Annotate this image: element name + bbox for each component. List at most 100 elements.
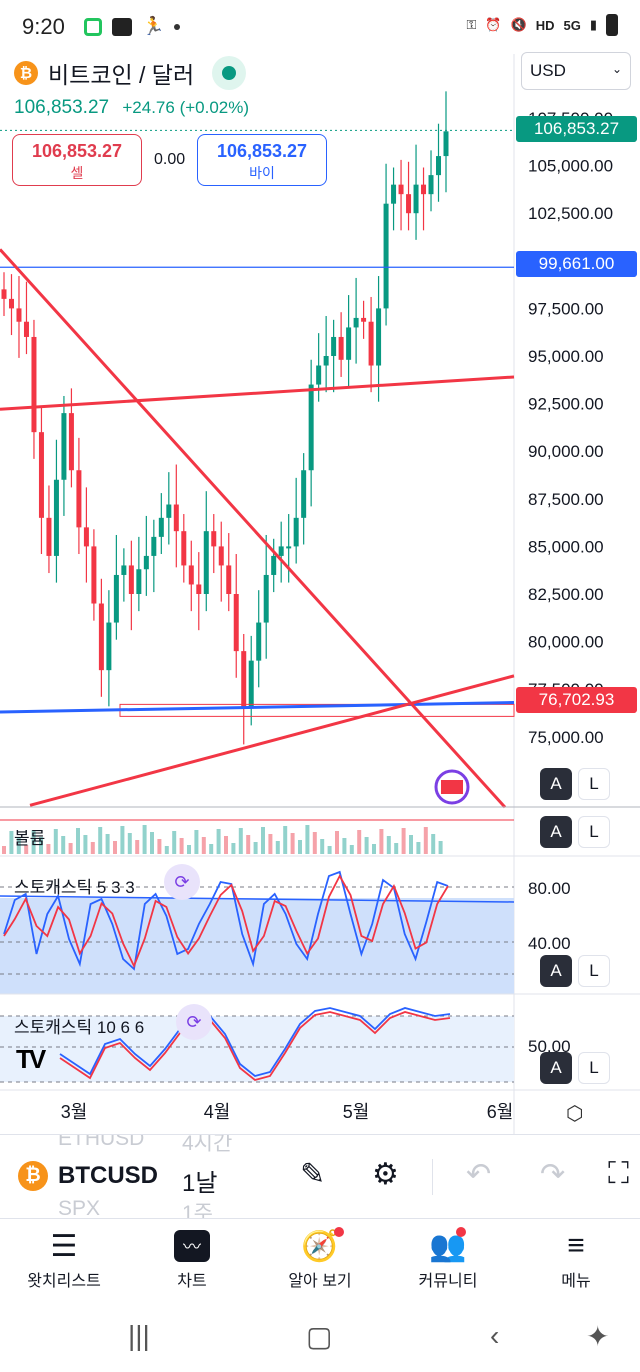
- nav-community-label: 커뮤니티: [418, 1273, 478, 1290]
- candle-body: [376, 308, 382, 366]
- candle-body: [166, 504, 172, 518]
- stochastic-2-label[interactable]: 스토캐스틱 10 6 6: [14, 1018, 145, 1037]
- auto-scale-button[interactable]: A: [540, 1052, 572, 1084]
- candle-body: [211, 531, 217, 547]
- currency-select[interactable]: USD ⌄: [521, 52, 631, 90]
- stochastic-1-label[interactable]: 스토캐스틱 5 3 3: [14, 878, 135, 897]
- undo-icon[interactable]: ↶: [466, 1158, 492, 1191]
- candle-body: [196, 584, 202, 594]
- symbol-header[interactable]: ₿ 비트코인 / 달러: [14, 56, 247, 90]
- time-tick-label: 4월: [204, 1102, 231, 1122]
- tradingview-logo-icon[interactable]: TV: [16, 1044, 46, 1074]
- nav-explore[interactable]: 🧭 알아 보기: [256, 1225, 384, 1291]
- nav-watchlist[interactable]: ☰ 왓치리스트: [0, 1225, 128, 1291]
- volume-bar: [423, 827, 428, 854]
- candle-body: [271, 555, 277, 575]
- stoch2-k-line: [59, 1007, 451, 1077]
- volume-bar: [312, 832, 317, 854]
- volume-label[interactable]: 볼륨: [14, 829, 46, 848]
- volume-bar: [157, 839, 162, 854]
- chart-area[interactable]: 107,500.00105,000.00102,500.00100,000.00…: [0, 54, 640, 1134]
- accessibility-icon[interactable]: ✦: [586, 1321, 610, 1352]
- buy-price: 106,853.27: [216, 141, 308, 161]
- market-open-icon[interactable]: [212, 56, 247, 90]
- nav-community[interactable]: 👥 커뮤니티: [384, 1225, 512, 1291]
- volume-bar: [290, 833, 295, 854]
- candle-body: [68, 413, 74, 471]
- volume-bar: [253, 842, 258, 854]
- volume-bar: [209, 844, 214, 854]
- ascending-trendline: [29, 674, 515, 807]
- volume-bar: [349, 845, 354, 854]
- redo-icon[interactable]: ↷: [540, 1158, 566, 1191]
- volume-bar: [113, 841, 117, 854]
- runner-icon: 🏃: [142, 16, 165, 36]
- candle-body: [293, 517, 299, 547]
- volume-bar: [24, 845, 29, 854]
- candle-body: [353, 317, 359, 328]
- candle-body: [241, 651, 247, 709]
- stoch1-scale-buttons: A L: [540, 955, 610, 987]
- bitcoin-logo-icon: ₿: [18, 1161, 48, 1191]
- candle-body: [428, 175, 434, 195]
- nav-explore-label: 알아 보기: [288, 1273, 352, 1290]
- log-scale-button[interactable]: L: [578, 768, 610, 800]
- time-tick-label: 5월: [343, 1102, 370, 1122]
- candle-body: [383, 203, 389, 309]
- candle-body: [76, 470, 82, 528]
- candle-body: [316, 365, 322, 385]
- nav-menu[interactable]: ≡ 메뉴: [512, 1225, 640, 1291]
- candle-body: [46, 517, 52, 556]
- nav-chart[interactable]: 〰 차트: [128, 1225, 256, 1291]
- log-scale-button[interactable]: L: [578, 816, 610, 848]
- drawing-pen-icon[interactable]: ✎: [300, 1158, 326, 1191]
- candle-body: [188, 565, 194, 585]
- candle-body: [406, 194, 412, 214]
- volume-bar: [231, 843, 236, 854]
- menu-icon: ≡: [567, 1229, 585, 1262]
- log-scale-button[interactable]: L: [578, 1052, 610, 1084]
- resistance-line: [0, 375, 515, 411]
- price-tick-label: 80,000.00: [528, 633, 604, 652]
- image-icon: [112, 17, 132, 36]
- recent-apps-icon[interactable]: |||: [128, 1320, 150, 1351]
- bottom-nav: ☰ 왓치리스트 〰 차트 🧭 알아 보기 👥 커뮤니티 ≡ 메뉴: [0, 1218, 640, 1302]
- log-scale-button[interactable]: L: [578, 955, 610, 987]
- chart-canvas[interactable]: 107,500.00105,000.00102,500.00100,000.00…: [0, 54, 640, 1134]
- symbol-picker[interactable]: ₿ BTCUSD: [18, 1161, 158, 1191]
- auto-scale-button[interactable]: A: [540, 816, 572, 848]
- indicator-settings-icon[interactable]: ⚙: [372, 1158, 399, 1191]
- price-tick-label: 95,000.00: [528, 347, 604, 366]
- candle-body: [203, 531, 209, 594]
- candle-body: [308, 384, 314, 471]
- candle-body: [173, 504, 179, 532]
- volume-bar: [135, 840, 140, 854]
- refresh-icon[interactable]: ⟳: [176, 1004, 212, 1040]
- volume-bar: [31, 830, 36, 854]
- back-icon[interactable]: ‹: [490, 1320, 500, 1351]
- candle-body: [31, 336, 37, 433]
- price-tick-label: 85,000.00: [528, 537, 604, 556]
- candle-body: [143, 555, 149, 570]
- candle-body: [248, 660, 254, 709]
- refresh-icon[interactable]: ⟳: [164, 864, 200, 900]
- auto-scale-button[interactable]: A: [540, 768, 572, 800]
- home-icon[interactable]: ▢: [306, 1321, 333, 1352]
- candle-body: [286, 546, 292, 549]
- buy-button[interactable]: 106,853.27 바이: [197, 134, 327, 186]
- fullscreen-icon[interactable]: ⛶: [608, 1157, 629, 1190]
- candle-body: [136, 569, 142, 594]
- interval-picker[interactable]: 1날: [182, 1170, 218, 1197]
- sell-label: 셀: [70, 165, 84, 181]
- candle-body: [226, 565, 232, 594]
- volume-bar: [142, 825, 147, 854]
- candle-body: [113, 574, 119, 623]
- signal-icon: ▮: [589, 17, 597, 32]
- dot-icon: [174, 23, 181, 30]
- volume-bar: [401, 828, 406, 854]
- sell-button[interactable]: 106,853.27 셀: [12, 134, 142, 186]
- support-line: [0, 701, 515, 714]
- settings-hex-icon[interactable]: ⬡: [566, 1103, 584, 1125]
- auto-scale-button[interactable]: A: [540, 955, 572, 987]
- currency-value: USD: [530, 61, 566, 80]
